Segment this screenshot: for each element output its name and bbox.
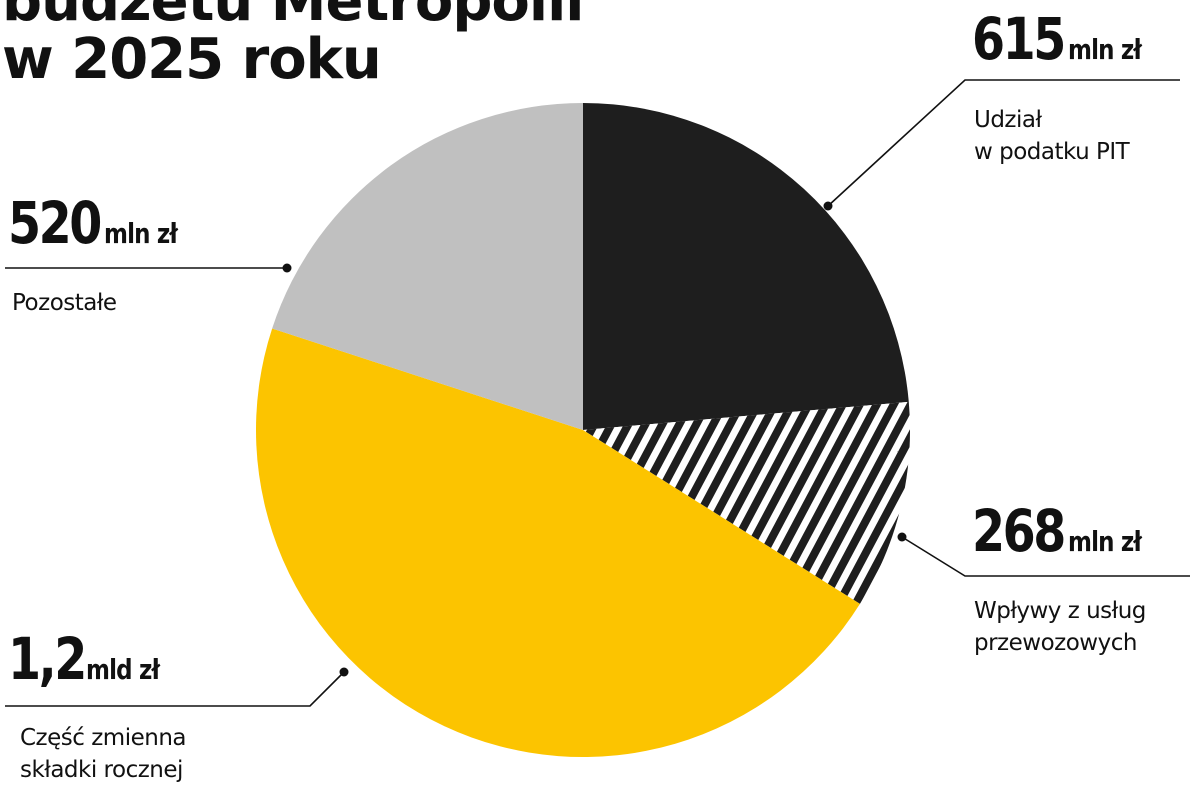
- slice-value-unit: mln zł: [1068, 525, 1142, 558]
- slice-label-line: przewozowych: [974, 630, 1137, 656]
- slice-label-pozostale: Pozostałe: [12, 287, 117, 319]
- pie-slice-0: [583, 103, 909, 430]
- leader-line-2: [5, 671, 345, 707]
- slice-value-pit: 615 mln zł: [972, 10, 1157, 68]
- slice-label-line: Pozostałe: [12, 290, 117, 316]
- slice-label-line: Część zmienna: [20, 725, 187, 751]
- chart-title-line-2: w 2025 roku: [2, 27, 382, 92]
- slice-label-line: w podatku PIT: [974, 139, 1130, 165]
- slice-label-line: Wpływy z usług: [974, 598, 1146, 624]
- slice-value-unit: mln zł: [104, 217, 178, 250]
- slice-value-number: 615: [972, 5, 1066, 73]
- leader-line-0: [827, 79, 1180, 207]
- leader-dot-1: [897, 532, 907, 542]
- slice-value-unit: mln zł: [1068, 33, 1142, 66]
- pie-slice-3: [272, 103, 583, 430]
- leader-dot-0: [823, 201, 833, 211]
- slice-value-pozostale: 520 mln zł: [8, 194, 193, 252]
- leader-lines: [5, 79, 1190, 707]
- slice-label-line: Udział: [974, 107, 1042, 133]
- leader-line-1: [901, 536, 1190, 577]
- slice-label-pit: Udział w podatku PIT: [974, 104, 1130, 168]
- slice-label-skladka: Część zmienna składki rocznej: [20, 722, 187, 786]
- slice-value-number: 520: [8, 189, 102, 257]
- slice-value-number: 1,2: [8, 625, 87, 693]
- pie-slice-1: [583, 401, 910, 604]
- slice-value-number: 268: [972, 497, 1066, 565]
- slice-value-unit: mld zł: [85, 653, 160, 686]
- pie-slice-2: [255, 328, 860, 758]
- leader-dot-3: [282, 263, 292, 273]
- slice-value-skladka: 1,2mld zł: [8, 630, 175, 688]
- slice-value-przewozy: 268 mln zł: [972, 502, 1157, 560]
- leader-dot-2: [339, 667, 349, 677]
- pie-slices: [255, 103, 910, 758]
- slice-label-przewozy: Wpływy z usług przewozowych: [974, 595, 1146, 659]
- chart-title-line-1: budżetu Metropolii: [2, 0, 584, 34]
- slice-label-line: składki rocznej: [20, 757, 183, 783]
